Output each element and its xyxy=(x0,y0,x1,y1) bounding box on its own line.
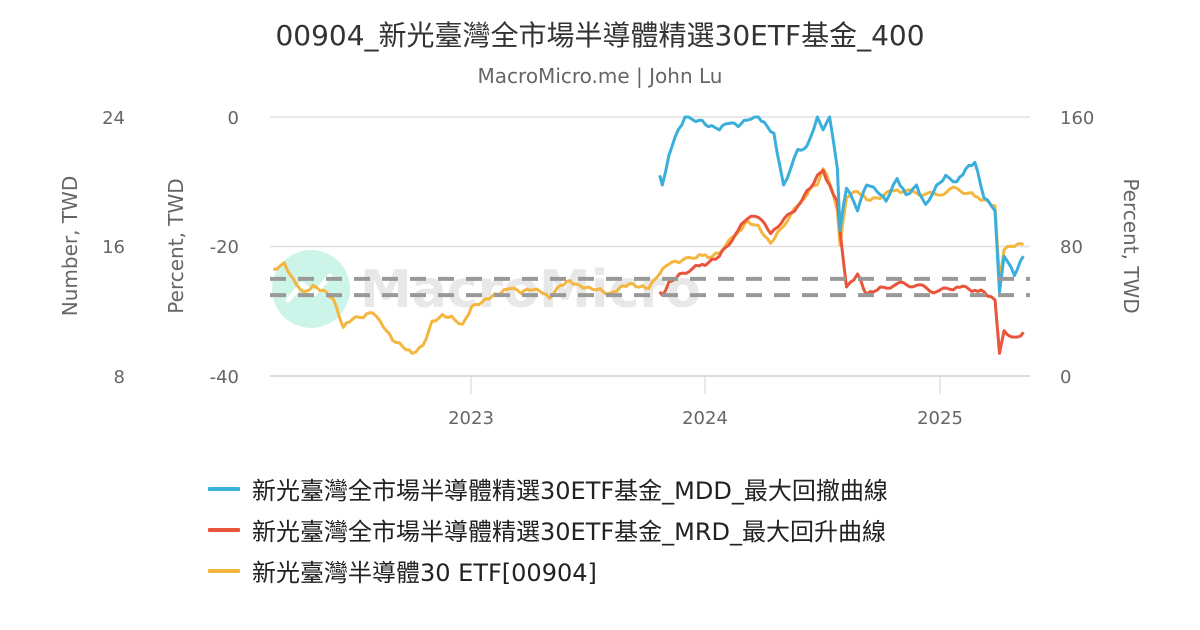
legend-label-price: 新光臺灣半導體30 ETF[00904] xyxy=(252,559,597,587)
x-tick-2024: 2024 xyxy=(682,408,728,429)
left-outer-tick-8: 8 xyxy=(114,367,125,388)
left-outer-axis-title: Number, TWD xyxy=(58,176,82,316)
x-tick-2025: 2025 xyxy=(917,408,963,429)
x-tick-2023: 2023 xyxy=(448,408,494,429)
legend-item-mrd[interactable]: 新光臺灣全市場半導體精選30ETF基金_MRD_最大回升曲線 xyxy=(208,509,888,550)
chart-subtitle: MacroMicro.me | John Lu xyxy=(477,64,723,88)
watermark: MacroMicro xyxy=(272,250,701,328)
right-axis: 160 80 0 Percent, TWD xyxy=(1060,108,1143,388)
legend-item-mdd[interactable]: 新光臺灣全市場半導體精選30ETF基金_MDD_最大回撤曲線 xyxy=(208,468,888,509)
legend-swatch-price-icon xyxy=(208,568,240,573)
chart-title: 00904_新光臺灣全市場半導體精選30ETF基金_400 xyxy=(275,19,925,52)
legend-swatch-mdd-icon xyxy=(208,486,240,491)
left-inner-axis: 0 -20 -40 Percent, TWD xyxy=(164,108,239,388)
mdd-line xyxy=(658,115,1025,294)
right-tick-80: 80 xyxy=(1060,237,1083,258)
legend-swatch-mrd-icon xyxy=(208,527,240,532)
left-inner-tick-0: 0 xyxy=(228,108,239,129)
left-outer-axis: 24 16 8 Number, TWD xyxy=(58,108,125,388)
legend-item-price[interactable]: 新光臺灣半導體30 ETF[00904] xyxy=(208,550,888,591)
gridlines xyxy=(270,116,1030,377)
left-inner-tick-neg40: -40 xyxy=(210,367,239,388)
legend-label-mdd: 新光臺灣全市場半導體精選30ETF基金_MDD_最大回撤曲線 xyxy=(252,477,888,505)
legend: 新光臺灣全市場半導體精選30ETF基金_MDD_最大回撤曲線 新光臺灣全市場半導… xyxy=(208,468,888,591)
mrd-line xyxy=(658,168,1025,355)
left-outer-tick-16: 16 xyxy=(102,237,125,258)
right-tick-160: 160 xyxy=(1060,108,1094,129)
reference-lines xyxy=(270,276,1030,298)
left-inner-axis-title: Percent, TWD xyxy=(164,178,188,313)
right-axis-title: Percent, TWD xyxy=(1119,178,1143,313)
left-outer-tick-24: 24 xyxy=(102,108,125,129)
legend-label-mrd: 新光臺灣全市場半導體精選30ETF基金_MRD_最大回升曲線 xyxy=(252,518,887,546)
right-tick-0: 0 xyxy=(1060,367,1071,388)
price-line xyxy=(273,167,1025,355)
series-layer xyxy=(273,115,1025,355)
x-axis: 2023 2024 2025 xyxy=(448,376,963,429)
left-inner-tick-neg20: -20 xyxy=(210,237,239,258)
